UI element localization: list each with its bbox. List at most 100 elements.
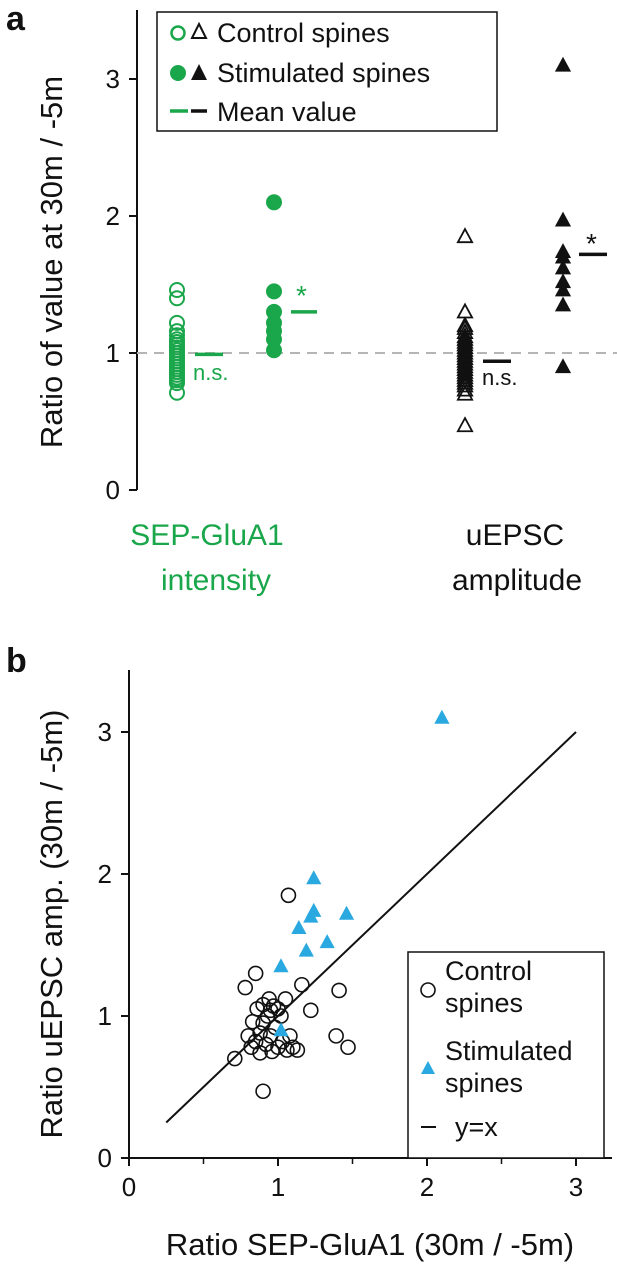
significance-label-control: n.s. bbox=[482, 365, 517, 390]
x-tick-label: 1 bbox=[271, 1172, 285, 1202]
control-point bbox=[456, 384, 474, 401]
stimulated-point bbox=[266, 303, 282, 320]
control-point bbox=[456, 373, 474, 390]
legend-entry-mean: Mean value bbox=[217, 97, 357, 127]
control-point bbox=[247, 965, 264, 982]
legend-entry-stimulated: Stimulated bbox=[445, 1036, 573, 1066]
legend-entry-control-line2: spines bbox=[445, 988, 523, 1018]
stimulated-point bbox=[306, 870, 322, 885]
legend-filled-triangle-icon bbox=[421, 1061, 435, 1074]
panel-b: b Ratio uEPSC amp. (30m / -5m) Ratio SEP… bbox=[6, 642, 612, 1262]
panel-b-legend: Control spines Stimulated spines y=x bbox=[407, 951, 605, 1159]
control-point bbox=[169, 314, 185, 331]
category-label-uepsc: uEPSC bbox=[466, 519, 564, 552]
control-point bbox=[294, 976, 310, 993]
control-point bbox=[456, 376, 474, 393]
significance-label-control: n.s. bbox=[193, 360, 228, 385]
stimulated-point bbox=[554, 259, 572, 275]
control-point bbox=[255, 996, 271, 1013]
panel-a: a Ratio of value at 30m / -5m 0 1 2 3 n.s. *… bbox=[6, 0, 617, 597]
control-point bbox=[456, 368, 474, 385]
control-point bbox=[456, 335, 474, 352]
y-tick-label: 3 bbox=[98, 717, 112, 747]
stimulated-point bbox=[434, 709, 450, 724]
legend-box bbox=[407, 951, 605, 1159]
stimulated-point bbox=[554, 211, 572, 227]
stimulated-point bbox=[554, 273, 572, 289]
control-point bbox=[456, 343, 474, 360]
significance-label-stimulated: * bbox=[586, 228, 597, 259]
panel-a-data-points bbox=[169, 56, 572, 433]
control-point bbox=[169, 323, 185, 340]
stimulated-point bbox=[554, 243, 572, 258]
stimulated-point bbox=[266, 283, 282, 300]
control-point bbox=[456, 318, 474, 335]
control-point bbox=[328, 1028, 344, 1044]
legend-entry-control: Control spines bbox=[217, 18, 390, 48]
control-point bbox=[243, 1039, 259, 1056]
control-point bbox=[169, 327, 185, 344]
stimulated-point bbox=[319, 934, 335, 949]
x-tick-label: 2 bbox=[420, 1172, 434, 1202]
legend-control-triangle-icon bbox=[190, 21, 208, 39]
control-point bbox=[456, 338, 474, 355]
y-tick-label: 0 bbox=[106, 475, 120, 505]
control-point bbox=[169, 331, 185, 348]
stimulated-point bbox=[273, 1022, 289, 1037]
x-tick-label: 3 bbox=[569, 1172, 583, 1202]
stimulated-point bbox=[298, 942, 314, 957]
control-point bbox=[226, 1050, 243, 1067]
panel-b-data-points bbox=[165, 709, 577, 1124]
category-label-sep-glua1: SEP-GluA1 bbox=[130, 519, 283, 552]
legend-stimulated-triangle-icon bbox=[191, 64, 207, 80]
control-point bbox=[240, 1028, 256, 1044]
y-tick-label: 0 bbox=[98, 1143, 112, 1173]
control-point bbox=[456, 351, 474, 368]
identity-line bbox=[165, 731, 577, 1124]
legend-control-circle-icon bbox=[170, 25, 186, 41]
control-point bbox=[456, 332, 474, 349]
significance-label-stimulated: * bbox=[296, 280, 307, 311]
panel-a-letter: a bbox=[6, 0, 26, 38]
panel-a-y-axis-label: Ratio of value at 30m / -5m bbox=[34, 76, 69, 448]
panel-b-y-axis-label: Ratio uEPSC amp. (30m / -5m) bbox=[34, 710, 69, 1139]
control-point bbox=[456, 357, 474, 374]
legend-entry-control: Control bbox=[445, 956, 532, 986]
control-point bbox=[456, 371, 474, 387]
stimulated-point bbox=[303, 908, 319, 923]
stimulated-point bbox=[554, 358, 572, 374]
control-point bbox=[285, 1039, 301, 1056]
control-point bbox=[261, 991, 277, 1007]
category-label-sep-glua1-line2: intensity bbox=[161, 564, 271, 597]
stimulated-point bbox=[554, 56, 572, 72]
legend-entry-stimulated-line2: spines bbox=[445, 1068, 523, 1098]
stimulated-point bbox=[266, 194, 282, 211]
stimulated-point bbox=[291, 919, 307, 934]
y-tick-label: 2 bbox=[106, 201, 120, 231]
control-point bbox=[340, 1039, 356, 1056]
panel-a-y-ticks: 0 1 2 3 bbox=[106, 64, 137, 505]
stimulated-point bbox=[554, 281, 572, 297]
control-point bbox=[456, 362, 474, 379]
control-point bbox=[456, 227, 474, 244]
control-point bbox=[331, 982, 347, 999]
stimulated-point bbox=[554, 296, 572, 312]
control-point bbox=[169, 281, 185, 298]
panel-b-x-axis-label: Ratio SEP-GluA1 (30m / -5m) bbox=[166, 1227, 574, 1262]
control-point bbox=[289, 1042, 306, 1058]
panel-b-y-ticks: 0 1 2 3 bbox=[98, 717, 129, 1173]
control-point bbox=[456, 302, 474, 319]
control-point bbox=[255, 1083, 271, 1100]
stimulated-point bbox=[273, 958, 289, 973]
panel-a-legend: Control spines Stimulated spines Mean va… bbox=[156, 11, 498, 132]
panel-a-mean-bars: n.s. * n.s. * bbox=[193, 228, 607, 390]
control-point bbox=[270, 1001, 286, 1017]
control-point bbox=[456, 346, 474, 363]
control-point bbox=[456, 327, 474, 344]
control-point bbox=[270, 1039, 286, 1056]
y-tick-label: 1 bbox=[98, 1001, 112, 1031]
x-tick-label: 0 bbox=[122, 1172, 136, 1202]
control-point bbox=[456, 349, 474, 366]
legend-entry-identity-line: y=x bbox=[455, 1112, 498, 1142]
control-point bbox=[277, 991, 294, 1007]
